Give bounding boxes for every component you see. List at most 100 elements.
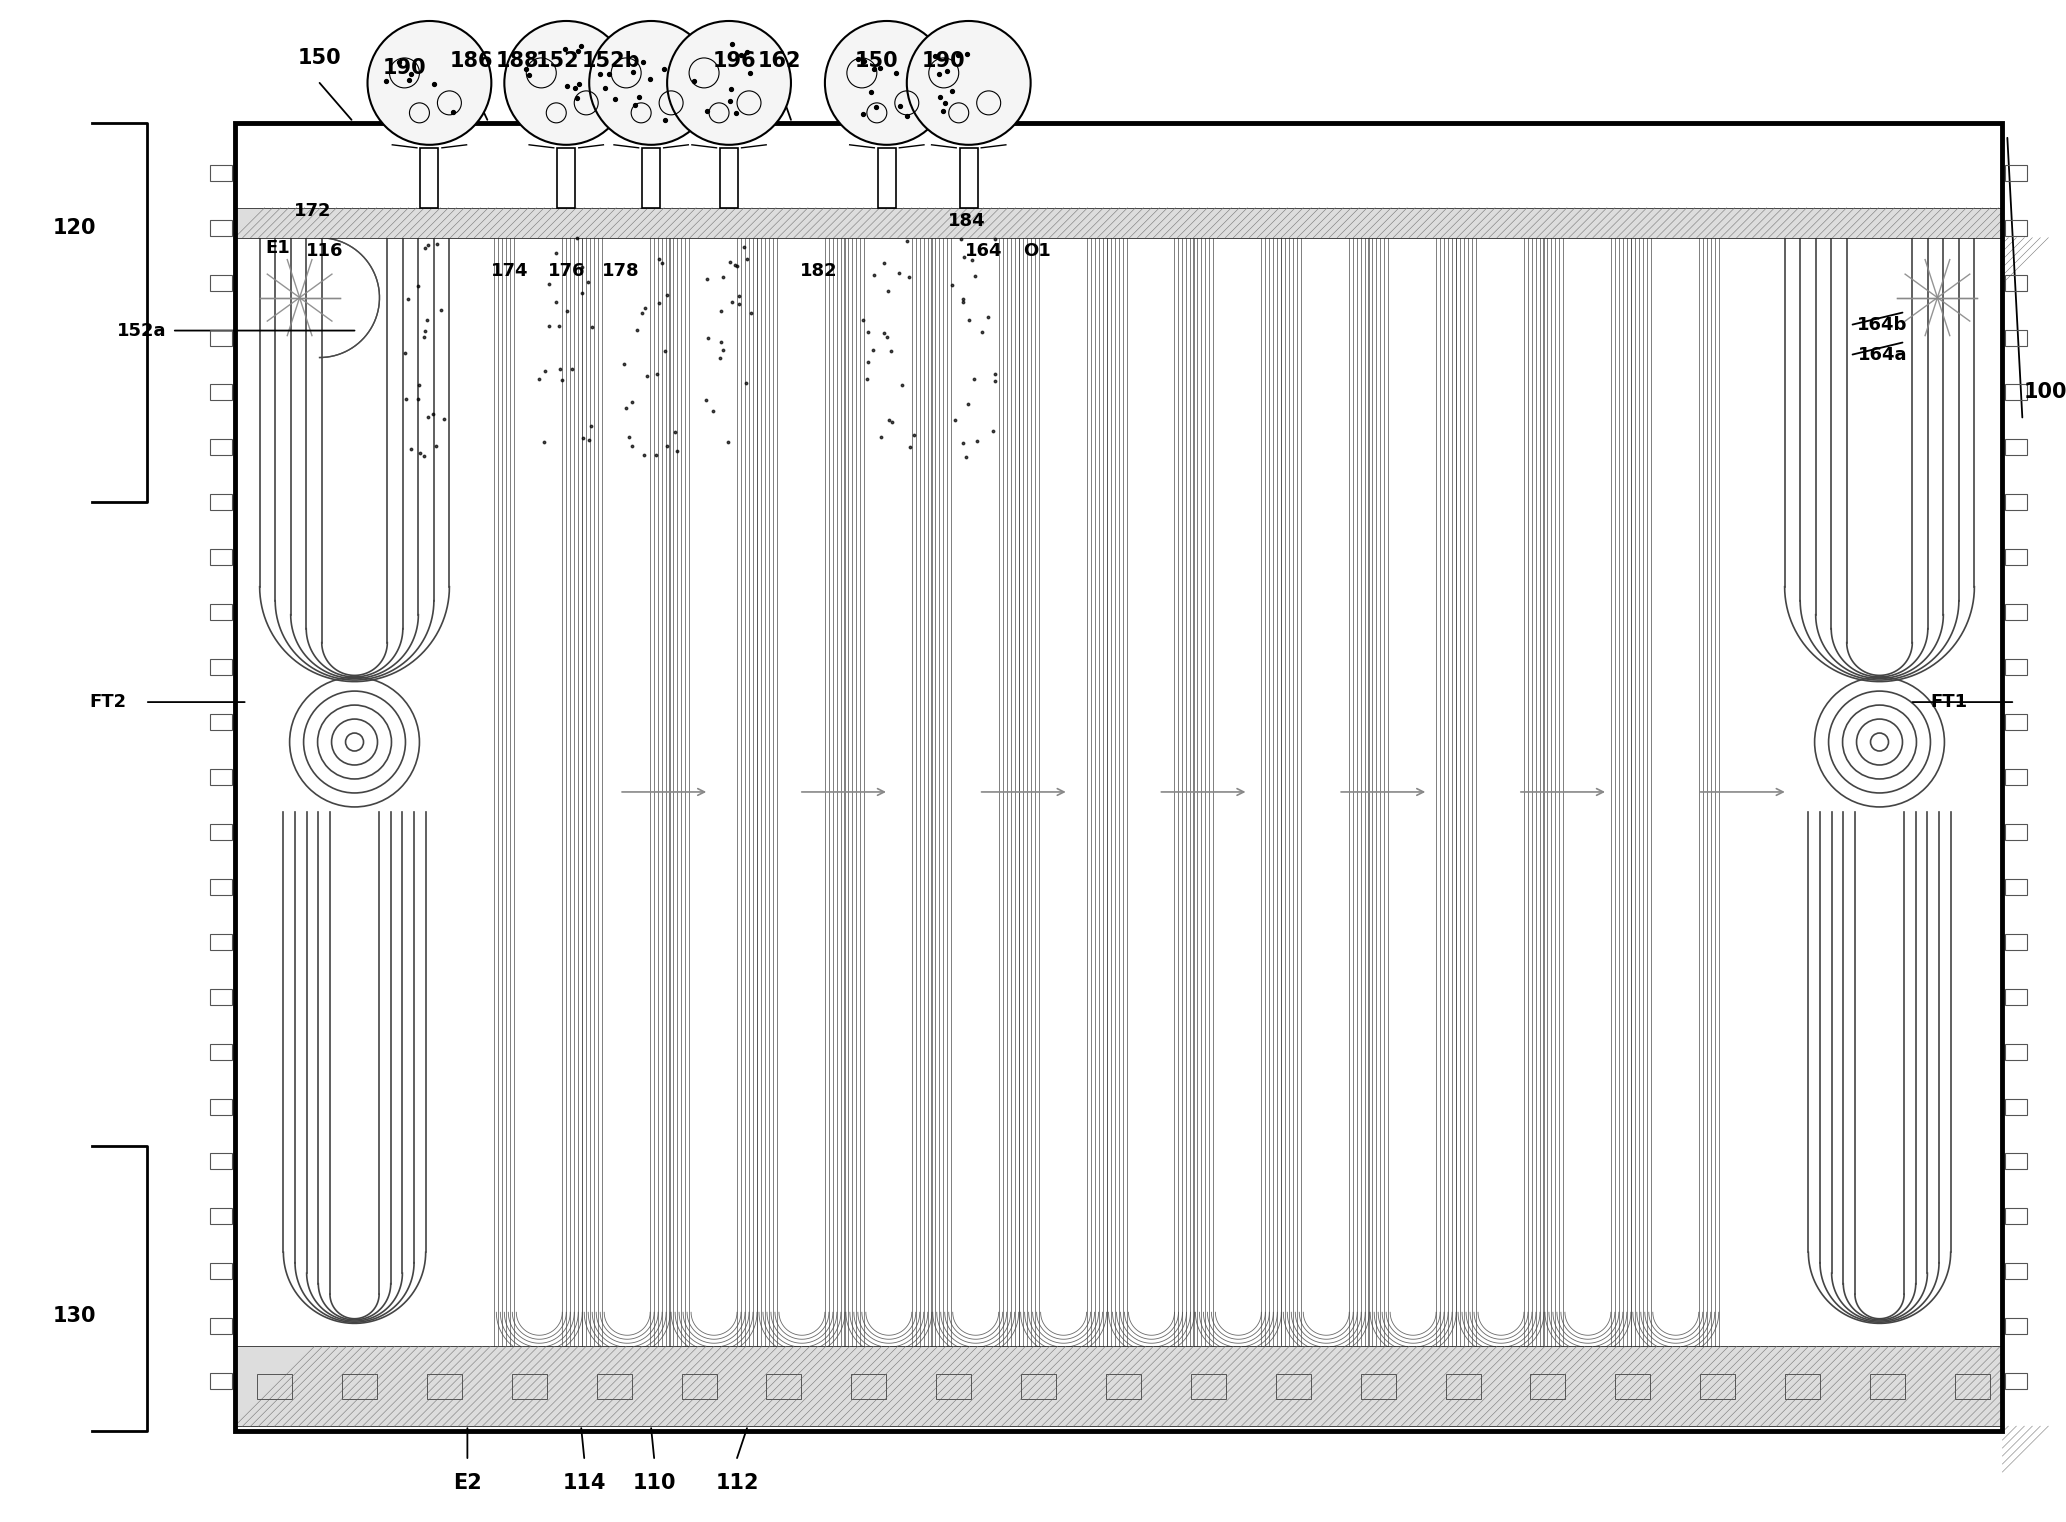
Bar: [2006, 604, 2027, 619]
Bar: [211, 274, 231, 291]
Bar: [2006, 878, 2027, 895]
Bar: [211, 385, 231, 400]
Text: 178: 178: [603, 262, 640, 280]
Bar: [2006, 823, 2027, 840]
Bar: [211, 714, 231, 731]
Text: 190: 190: [382, 58, 426, 78]
Text: 182: 182: [800, 262, 837, 280]
Bar: [2006, 440, 2027, 455]
Bar: [211, 769, 231, 785]
Bar: [211, 1154, 231, 1169]
Bar: [211, 659, 231, 676]
Bar: [878, 148, 897, 207]
Text: 120: 120: [54, 218, 97, 237]
Text: 186: 186: [450, 50, 494, 72]
Bar: [1446, 1374, 1481, 1399]
Bar: [1105, 1374, 1140, 1399]
Circle shape: [824, 21, 948, 145]
Bar: [558, 148, 574, 207]
Bar: [428, 1374, 463, 1399]
Text: 114: 114: [562, 1473, 605, 1493]
Text: FT1: FT1: [1932, 693, 1969, 711]
Text: 164: 164: [965, 242, 1002, 260]
Bar: [1021, 1374, 1056, 1399]
Bar: [211, 823, 231, 840]
Bar: [851, 1374, 886, 1399]
Bar: [936, 1374, 971, 1399]
Text: 152a: 152a: [118, 321, 167, 339]
Circle shape: [504, 21, 628, 145]
Text: E1: E1: [264, 239, 289, 257]
Bar: [211, 1318, 231, 1335]
Bar: [211, 878, 231, 895]
Bar: [2006, 1099, 2027, 1114]
Text: FT2: FT2: [89, 693, 126, 711]
Bar: [2006, 1318, 2027, 1335]
Bar: [643, 148, 661, 207]
Text: 176: 176: [547, 262, 585, 280]
Text: 130: 130: [54, 1306, 97, 1326]
Bar: [682, 1374, 717, 1399]
Bar: [2006, 659, 2027, 676]
Bar: [256, 1374, 291, 1399]
Text: 112: 112: [715, 1473, 758, 1493]
Circle shape: [667, 21, 791, 145]
Text: 164a: 164a: [1857, 345, 1907, 364]
Text: 172: 172: [293, 202, 331, 219]
Bar: [211, 1044, 231, 1059]
Bar: [1277, 1374, 1310, 1399]
Circle shape: [368, 21, 492, 145]
Bar: [211, 604, 231, 619]
Bar: [211, 164, 231, 181]
Text: E2: E2: [452, 1473, 481, 1493]
Bar: [597, 1374, 632, 1399]
Bar: [2006, 330, 2027, 345]
Bar: [1616, 1374, 1651, 1399]
Bar: [1785, 1374, 1820, 1399]
Bar: [421, 148, 438, 207]
Text: 152: 152: [535, 50, 578, 72]
Bar: [2006, 935, 2027, 950]
Text: 152b: 152b: [583, 50, 640, 72]
Text: 174: 174: [490, 262, 529, 280]
Bar: [2006, 1044, 2027, 1059]
Bar: [211, 1099, 231, 1114]
Text: 188: 188: [496, 50, 539, 72]
Bar: [512, 1374, 547, 1399]
Bar: [211, 1263, 231, 1280]
Bar: [2006, 1208, 2027, 1224]
Text: 100: 100: [2023, 382, 2066, 402]
Text: 150: 150: [855, 50, 899, 72]
Bar: [211, 440, 231, 455]
Bar: [2006, 989, 2027, 1005]
Bar: [2006, 385, 2027, 400]
Bar: [2006, 219, 2027, 236]
Text: 164b: 164b: [1857, 315, 1907, 333]
Text: 196: 196: [713, 50, 756, 72]
Bar: [961, 148, 977, 207]
Bar: [211, 989, 231, 1005]
Bar: [236, 123, 2002, 1431]
Bar: [2006, 164, 2027, 181]
Bar: [211, 330, 231, 345]
Bar: [2006, 274, 2027, 291]
Bar: [1954, 1374, 1990, 1399]
Bar: [1190, 1374, 1225, 1399]
Bar: [236, 1347, 2002, 1426]
Bar: [211, 219, 231, 236]
Bar: [1361, 1374, 1397, 1399]
Bar: [2006, 549, 2027, 565]
Bar: [211, 549, 231, 565]
Circle shape: [589, 21, 713, 145]
Bar: [2006, 1154, 2027, 1169]
Bar: [211, 1373, 231, 1390]
Text: 150: 150: [298, 47, 341, 68]
Bar: [1531, 1374, 1566, 1399]
Bar: [766, 1374, 802, 1399]
Bar: [2006, 495, 2027, 510]
Circle shape: [907, 21, 1031, 145]
Bar: [211, 1208, 231, 1224]
Bar: [2006, 1263, 2027, 1280]
Text: 110: 110: [632, 1473, 676, 1493]
Text: 190: 190: [921, 50, 965, 72]
